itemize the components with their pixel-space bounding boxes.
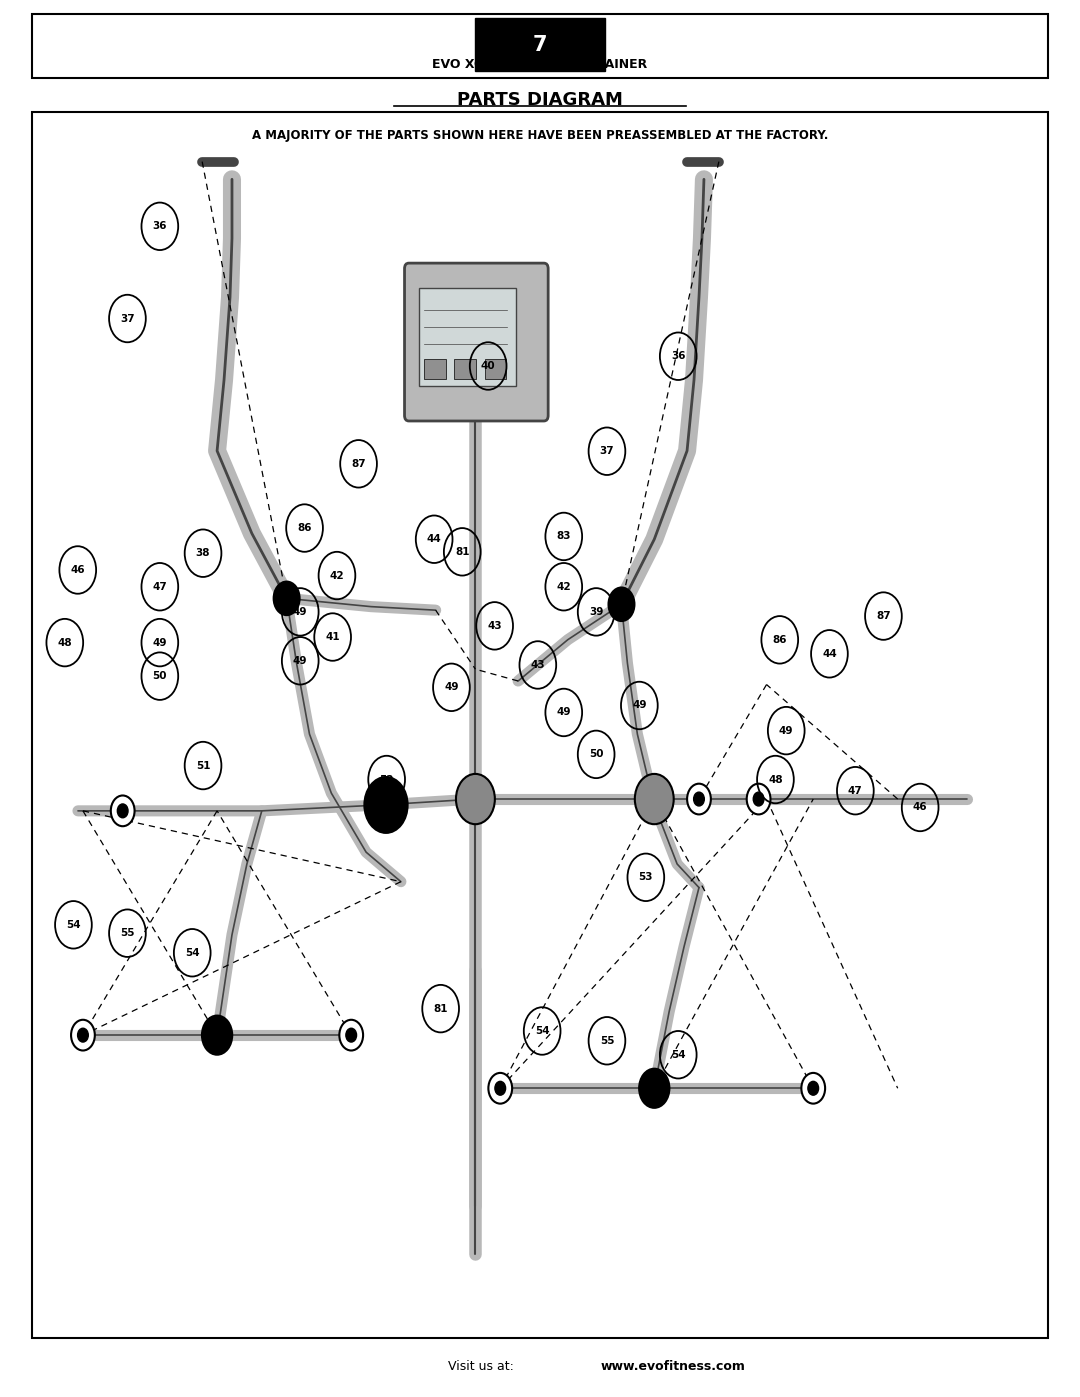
Circle shape (202, 1016, 232, 1055)
Text: 41: 41 (325, 631, 340, 643)
Circle shape (693, 792, 704, 806)
Text: 39: 39 (589, 606, 604, 617)
Circle shape (456, 774, 495, 824)
Text: 49: 49 (556, 707, 571, 718)
Text: 55: 55 (599, 1035, 615, 1046)
Text: PARTS DIAGRAM: PARTS DIAGRAM (457, 91, 623, 109)
FancyBboxPatch shape (405, 263, 549, 420)
Text: 46: 46 (70, 564, 85, 576)
Text: 87: 87 (876, 610, 891, 622)
Text: 49: 49 (779, 725, 794, 736)
Text: 48: 48 (768, 774, 783, 785)
Circle shape (639, 1069, 670, 1108)
Circle shape (339, 1020, 363, 1051)
Text: 44: 44 (822, 648, 837, 659)
Circle shape (808, 1081, 819, 1095)
Text: 55: 55 (120, 928, 135, 939)
Bar (455, 359, 476, 379)
Text: 7: 7 (532, 35, 548, 54)
Circle shape (746, 784, 770, 814)
Text: 48: 48 (57, 637, 72, 648)
Text: 49: 49 (293, 655, 308, 666)
Text: 43: 43 (530, 659, 545, 671)
Bar (485, 359, 507, 379)
Circle shape (71, 1020, 95, 1051)
Text: 54: 54 (185, 947, 200, 958)
Bar (419, 288, 516, 386)
Text: 52: 52 (379, 774, 394, 785)
Text: 49: 49 (632, 700, 647, 711)
Text: 51: 51 (195, 760, 211, 771)
Text: 46: 46 (913, 802, 928, 813)
Text: 50: 50 (589, 749, 604, 760)
Text: 86: 86 (297, 522, 312, 534)
Circle shape (488, 1073, 512, 1104)
Text: 50: 50 (152, 671, 167, 682)
Text: 36: 36 (671, 351, 686, 362)
Text: 40: 40 (481, 360, 496, 372)
Text: www.evofitness.com: www.evofitness.com (600, 1359, 745, 1373)
Text: 38: 38 (195, 548, 211, 559)
Circle shape (687, 784, 711, 814)
Text: 81: 81 (433, 1003, 448, 1014)
Circle shape (495, 1081, 505, 1095)
Circle shape (78, 1028, 89, 1042)
Circle shape (273, 581, 299, 615)
Circle shape (801, 1073, 825, 1104)
Circle shape (608, 588, 634, 622)
Text: 47: 47 (848, 785, 863, 796)
Text: 49: 49 (152, 637, 167, 648)
Text: 42: 42 (556, 581, 571, 592)
Text: EVO XCEL ELLIPTICAL TRAINER: EVO XCEL ELLIPTICAL TRAINER (432, 57, 648, 71)
Text: A MAJORITY OF THE PARTS SHOWN HERE HAVE BEEN PREASSEMBLED AT THE FACTORY.: A MAJORITY OF THE PARTS SHOWN HERE HAVE … (252, 129, 828, 141)
Text: 81: 81 (455, 546, 470, 557)
Circle shape (111, 795, 135, 826)
Text: 43: 43 (487, 620, 502, 631)
Text: 42: 42 (329, 570, 345, 581)
Text: 54: 54 (535, 1025, 550, 1037)
Text: 37: 37 (599, 446, 615, 457)
Text: 54: 54 (671, 1049, 686, 1060)
Text: 53: 53 (638, 872, 653, 883)
Text: Visit us at:: Visit us at: (448, 1359, 518, 1373)
Text: 87: 87 (351, 458, 366, 469)
Bar (32, 112, 1048, 1338)
Text: 36: 36 (152, 221, 167, 232)
Circle shape (346, 1028, 356, 1042)
Circle shape (635, 774, 674, 824)
Text: 44: 44 (427, 534, 442, 545)
Text: 49: 49 (444, 682, 459, 693)
Bar (424, 359, 446, 379)
Text: 83: 83 (556, 531, 571, 542)
Text: 86: 86 (772, 634, 787, 645)
Text: 47: 47 (152, 581, 167, 592)
Text: 49: 49 (293, 606, 308, 617)
Text: 54: 54 (66, 919, 81, 930)
Circle shape (753, 792, 764, 806)
Text: 37: 37 (120, 313, 135, 324)
Circle shape (118, 803, 129, 817)
Bar (475, 18, 605, 71)
Circle shape (364, 777, 407, 833)
Bar (32, 14, 1048, 78)
